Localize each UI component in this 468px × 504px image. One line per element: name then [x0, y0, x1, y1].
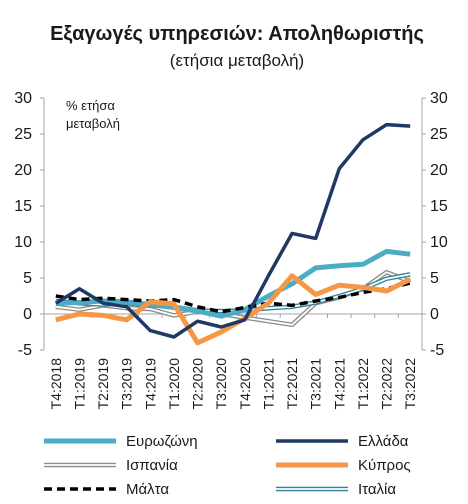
x-tick-label: Τ4:2021 [331, 358, 347, 410]
y-tick-label-right: 5 [430, 270, 439, 287]
y-tick-label-right: -5 [430, 342, 444, 359]
series-line [54, 122, 411, 339]
legend-item: Κύπρος [276, 457, 411, 474]
legend: Ευρωζώνη Ελλάδα Ισπανία Κύπρος Μάλτα Ιταλία [44, 433, 411, 498]
legend-label: Ελλάδα [358, 433, 409, 450]
x-tick-label: Τ1:2019 [71, 358, 87, 410]
y-tick-label-left: 5 [23, 270, 32, 287]
y-tick-label-right: 10 [430, 234, 448, 251]
y-tick-label-left: -5 [18, 342, 32, 359]
y-tick-label-right: 30 [430, 90, 448, 107]
legend-item: Ιταλία [276, 481, 396, 498]
series-line [55, 281, 411, 314]
chart-title: Εξαγωγές υπηρεσιών: Αποληθωριστής [50, 23, 424, 45]
series-Ελλάδα [54, 122, 411, 339]
series-Ευρωζώνη [55, 248, 411, 319]
y-tick-label-left: 20 [14, 162, 32, 179]
x-tick-label: Τ2:2021 [284, 358, 300, 410]
x-tick-label: Τ2:2019 [95, 358, 111, 410]
legend-label: Ευρωζώνη [126, 433, 198, 450]
x-tick-label: Τ3:2019 [119, 358, 135, 410]
series-Μάλτα [55, 281, 411, 314]
unit-label-line1: % ετήσα [66, 98, 115, 113]
y-tick-label-left: 0 [23, 306, 32, 323]
x-tick-label: Τ4:2020 [237, 358, 253, 410]
y-tick-label-left: 25 [14, 126, 32, 143]
unit-label-line2: μεταβολή [66, 116, 120, 131]
legend-item: Ισπανία [44, 457, 178, 474]
legend-label: Κύπρος [358, 457, 411, 474]
y-tick-label-right: 15 [430, 198, 448, 215]
x-tick-label: Τ3:2020 [213, 358, 229, 410]
x-tick-label: Τ3:2022 [402, 358, 418, 410]
y-tick-label-right: 25 [430, 126, 448, 143]
x-tick-label: Τ2:2020 [190, 358, 206, 410]
y-tick-label-left: 15 [14, 198, 32, 215]
y-tick-label-left: 10 [14, 234, 32, 251]
x-tick-label: Τ1:2020 [166, 358, 182, 410]
x-tick-label: Τ4:2019 [142, 358, 158, 410]
legend-item: Μάλτα [44, 481, 169, 498]
axes-group: -5 0 5 10 15 20 25 30 -5 0 5 10 15 20 25 30 Τ4:2018 Τ1:20… [14, 90, 448, 409]
y-tick-label-right: 0 [430, 306, 439, 323]
legend-label: Μάλτα [126, 481, 169, 498]
x-tick-label: Τ4:2018 [48, 358, 64, 410]
legend-label: Ιταλία [358, 481, 396, 498]
x-tick-label: Τ3:2021 [308, 358, 324, 410]
x-tick-label: Τ2:2022 [379, 358, 395, 410]
legend-label: Ισπανία [126, 457, 178, 474]
legend-item: Ευρωζώνη [44, 433, 198, 450]
series-layer [54, 122, 412, 346]
x-tick-label: Τ1:2021 [260, 358, 276, 410]
x-tick-label: Τ1:2022 [355, 358, 371, 410]
legend-item: Ελλάδα [276, 433, 409, 450]
chart-subtitle: (ετήσια μεταβολή) [170, 51, 304, 70]
y-tick-label-right: 20 [430, 162, 448, 179]
y-tick-label-left: 30 [14, 90, 32, 107]
series-line [55, 248, 411, 319]
